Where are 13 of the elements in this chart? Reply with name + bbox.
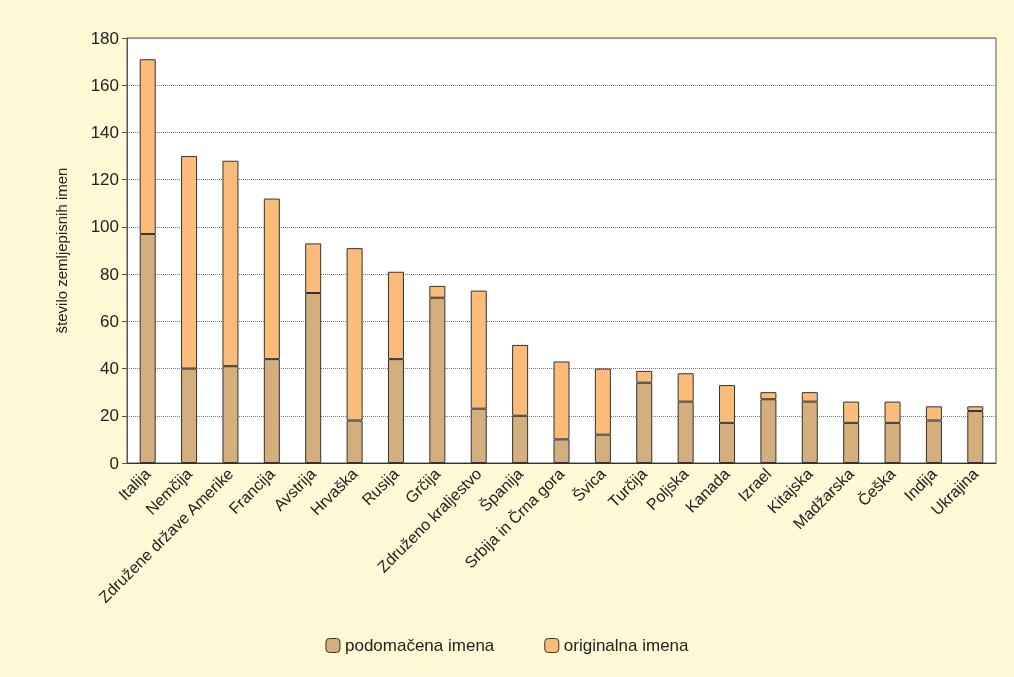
y-tick-label: 40 (100, 359, 119, 379)
y-tick-label: 160 (90, 75, 119, 95)
y-tick-label: 60 (100, 311, 119, 331)
y-tick-label: 140 (90, 122, 119, 142)
y-tick-label: 180 (90, 28, 119, 48)
y-tick-label: 120 (90, 170, 119, 190)
y-tick-label: 20 (100, 406, 119, 426)
legend-label: podomačena imena (344, 636, 495, 655)
y-tick-label: 100 (90, 217, 119, 237)
y-axis-title: število zemljepisnih imen (53, 167, 70, 334)
y-tick-label: 80 (100, 264, 119, 284)
legend-label: originalna imena (563, 636, 690, 655)
y-tick-label: 0 (109, 453, 119, 473)
